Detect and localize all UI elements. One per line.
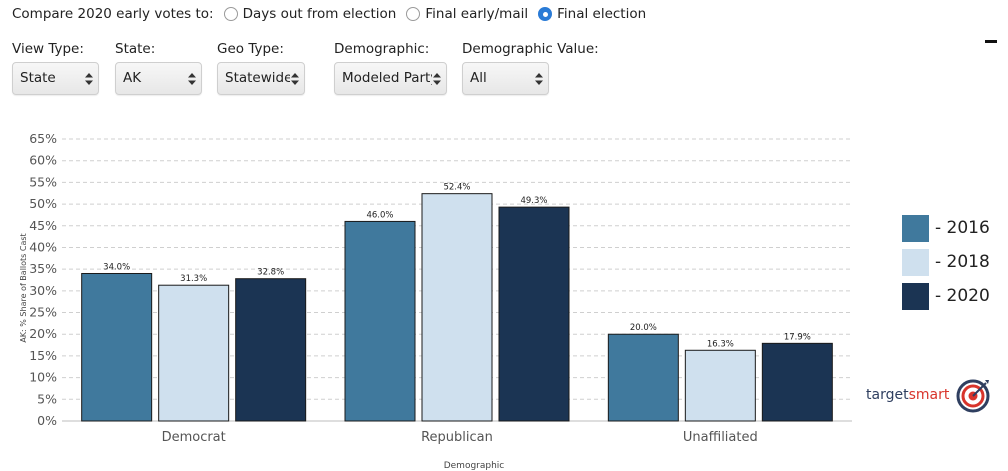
data-label: 16.3% — [707, 339, 734, 349]
legend-swatch — [902, 248, 929, 276]
up-down-arrows-icon — [84, 63, 94, 94]
y-tick-label: 5% — [37, 391, 57, 406]
demographic-value-select[interactable]: All — [462, 62, 549, 95]
radio-circle-selected-icon[interactable] — [538, 7, 553, 21]
y-tick-label: 65% — [29, 131, 57, 146]
data-label: 46.0% — [366, 210, 393, 220]
y-tick-label: 0% — [37, 413, 57, 428]
demographic-select[interactable]: Modeled Party — [334, 62, 447, 95]
brand-text: targetsmart — [866, 387, 950, 403]
legend-label: - 2020 — [935, 286, 990, 306]
bar-unaffiliated-2 — [761, 342, 833, 422]
radio-circle-icon[interactable] — [223, 7, 238, 21]
bar-democrat-2 — [235, 278, 307, 422]
y-tick-label: 15% — [29, 348, 57, 363]
data-label: 31.3% — [180, 274, 207, 284]
x-axis-label: Demographic — [444, 461, 505, 471]
bar-democrat-0 — [81, 272, 153, 422]
select-value: All — [470, 70, 487, 86]
chart-legend: - 2016 - 2018 - 2020 — [902, 213, 990, 315]
compare-label: Compare 2020 early votes to: — [12, 6, 214, 22]
data-label: 34.0% — [103, 262, 130, 272]
radio-label: Final early/mail — [425, 6, 529, 22]
bar-republican-0 — [344, 220, 416, 422]
select-value: Modeled Party — [342, 70, 439, 86]
select-value: Statewide — [225, 70, 293, 86]
view-type-select[interactable]: State — [12, 62, 99, 95]
radio-circle-icon[interactable] — [406, 7, 421, 21]
legend-label: - 2018 — [935, 252, 990, 272]
legend-swatch — [902, 214, 929, 242]
y-tick-label: 55% — [29, 174, 57, 189]
filter-label: Demographic: — [334, 41, 430, 57]
y-tick-label: 45% — [29, 218, 57, 233]
bar-unaffiliated-1 — [684, 349, 756, 422]
filter-label: View Type: — [12, 41, 84, 57]
data-label: 32.8% — [257, 268, 284, 278]
y-tick-label: 10% — [29, 370, 57, 385]
legend-item-2020[interactable]: - 2020 — [902, 281, 990, 311]
y-tick-label: 25% — [29, 305, 57, 320]
geo-type-select[interactable]: Statewide — [217, 62, 305, 95]
legend-item-2016[interactable]: - 2016 — [902, 213, 990, 243]
bar-republican-1 — [421, 193, 493, 422]
radio-label: Final election — [557, 6, 647, 22]
up-down-arrows-icon — [432, 63, 442, 94]
data-label: 49.3% — [520, 196, 547, 206]
up-down-arrows-icon — [187, 63, 197, 94]
y-tick-label: 60% — [29, 153, 57, 168]
legend-label: - 2016 — [935, 218, 990, 238]
targetsmart-logo: targetsmart — [866, 377, 991, 413]
y-tick-label: 35% — [29, 261, 57, 276]
radio-label: Days out from election — [242, 6, 397, 22]
filter-label: State: — [115, 41, 156, 57]
data-label: 17.9% — [784, 332, 811, 342]
radio-days-out[interactable]: Days out from election — [223, 6, 397, 22]
bar-democrat-1 — [158, 284, 230, 422]
up-down-arrows-icon — [534, 63, 544, 94]
target-bullseye-icon — [956, 379, 990, 413]
y-tick-label: 40% — [29, 239, 57, 254]
y-tick-label: 20% — [29, 326, 57, 341]
filter-geo-type: Geo Type: Statewide — [217, 40, 305, 95]
select-value: State — [20, 70, 56, 86]
y-axis-label: AK: % Share of Ballots Cast — [19, 233, 28, 342]
filter-state: State: AK — [115, 40, 202, 95]
y-tick-label: 50% — [29, 196, 57, 211]
compare-radio-group: Compare 2020 early votes to: Days out fr… — [12, 3, 646, 25]
x-tick-label: Republican — [421, 430, 493, 445]
bar-republican-2 — [498, 206, 570, 422]
legend-swatch — [902, 282, 929, 310]
filter-demographic-value: Demographic Value: All — [462, 40, 599, 95]
legend-item-2018[interactable]: - 2018 — [902, 247, 990, 277]
filter-label: Demographic Value: — [462, 41, 599, 57]
y-tick-label: 30% — [29, 283, 57, 298]
radio-final-early-mail[interactable]: Final early/mail — [406, 6, 528, 22]
radio-final-election[interactable]: Final election — [538, 6, 646, 22]
data-label: 52.4% — [443, 183, 470, 193]
bar-unaffiliated-0 — [607, 333, 679, 422]
x-tick-label: Unaffiliated — [683, 430, 758, 445]
x-tick-label: Democrat — [162, 430, 226, 445]
minus-icon[interactable] — [985, 40, 997, 43]
filter-view-type: View Type: State — [12, 40, 99, 95]
state-select[interactable]: AK — [115, 62, 202, 95]
filter-demographic: Demographic: Modeled Party — [334, 40, 447, 95]
filter-label: Geo Type: — [217, 41, 284, 57]
up-down-arrows-icon — [290, 63, 300, 94]
data-label: 20.0% — [630, 323, 657, 333]
select-value: AK — [123, 70, 142, 86]
